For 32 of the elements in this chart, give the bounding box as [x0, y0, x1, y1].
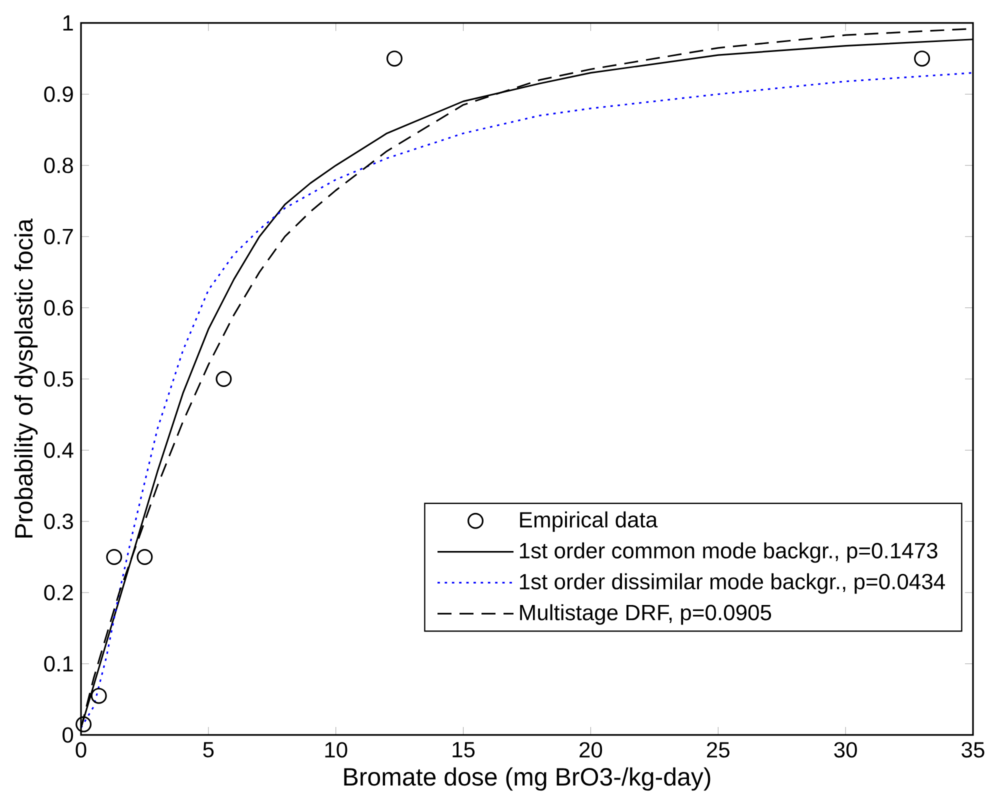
point [216, 370, 232, 387]
y-tick-label: 0.2 [44, 584, 73, 600]
y-tick-label: 0.4 [44, 442, 74, 458]
y-tick-label: 0.7 [44, 228, 73, 244]
point [106, 548, 122, 565]
point [90, 688, 107, 704]
y-tick-label: 0.5 [44, 371, 73, 387]
y-tick-label: 1 [63, 15, 73, 30]
x-tick-label: 35 [962, 742, 984, 758]
y-axis-title: Probability of dysplastic focia [14, 218, 38, 538]
y-tick-label: 0 [62, 727, 74, 743]
legend-label: 1st order common mode backgr., p=0.1473 [520, 542, 938, 563]
y-tick-label: 0.1 [44, 656, 73, 672]
y-tick-label: 0.8 [44, 157, 73, 174]
x-axis-title: Bromate dose (mg BrO3-/kg-day) [344, 767, 710, 790]
point [76, 716, 92, 732]
x-tick-label: 30 [834, 742, 857, 758]
point [914, 50, 930, 66]
point [386, 50, 402, 66]
x-tick-label: 25 [707, 742, 730, 758]
y-tick-label: 0.3 [44, 513, 73, 530]
x-tick-label: 5 [203, 742, 214, 758]
legend-label: Empirical data [520, 511, 658, 532]
x-tick-label: 20 [580, 742, 602, 758]
x-tick-label: 0 [76, 742, 86, 758]
y-tick-label: 0.9 [44, 86, 73, 102]
x-tick-label: 10 [325, 742, 348, 758]
y-tick-label: 0.6 [44, 300, 73, 316]
point [136, 548, 153, 565]
legend-label: Multistage DRF, p=0.0905 [520, 604, 772, 625]
x-tick-label: 15 [452, 742, 475, 758]
legend-label: 1st order dissimilar mode backgr., p=0.0434 [520, 573, 945, 594]
